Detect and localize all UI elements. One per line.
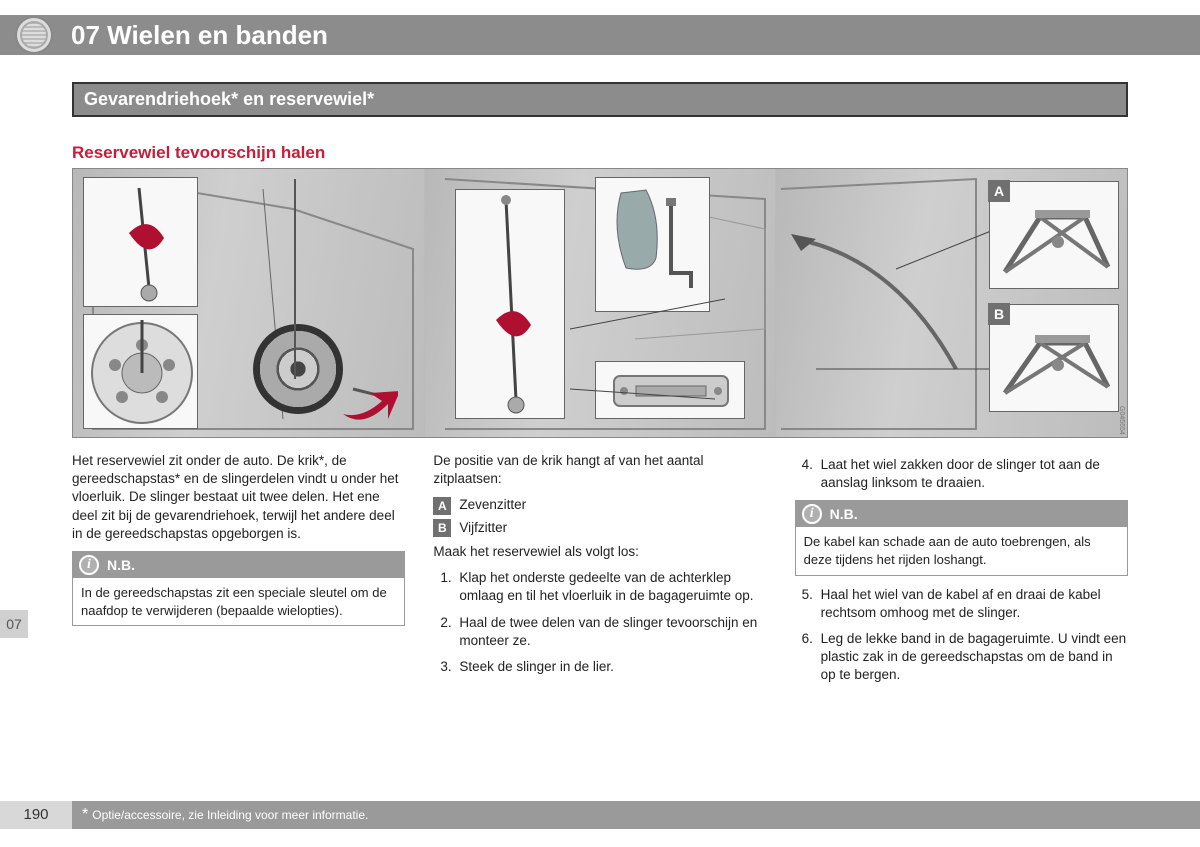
illustration-ref: G045654 xyxy=(1118,406,1125,435)
inset-crank-long xyxy=(455,189,565,419)
crank-icon xyxy=(84,178,199,308)
legend-text-a: Zevenzitter xyxy=(459,496,526,514)
step-1: Klap het onderste gedeelte van de achter… xyxy=(455,569,766,605)
section-title-bar: Gevarendriehoek* en reservewiel* xyxy=(72,82,1128,117)
chapter-header: 07 Wielen en banden xyxy=(0,15,1200,55)
label-b-badge: B xyxy=(988,303,1010,325)
crank-long-icon xyxy=(456,190,566,420)
info-icon: i xyxy=(802,504,822,524)
legend-row-a: A Zevenzitter xyxy=(433,496,766,514)
body-columns: Het reservewiel zit onder de auto. De kr… xyxy=(72,452,1128,693)
illustration-area: A B G045654 xyxy=(72,168,1128,438)
page-number: 190 xyxy=(0,801,72,829)
label-a-badge: A xyxy=(988,180,1010,202)
steps-list-3: Haal het wiel van de kabel af en draai d… xyxy=(795,586,1128,685)
inset-jack-b: B xyxy=(989,304,1119,412)
note-title-1: N.B. xyxy=(107,556,135,575)
chapter-tab: 07 xyxy=(0,610,28,638)
footnote-text: Optie/accessoire, zie Inleiding voor mee… xyxy=(92,808,368,822)
note-title-2: N.B. xyxy=(830,505,858,524)
callout-lines-icon xyxy=(565,269,765,419)
illustration-panel-1 xyxy=(73,169,425,437)
step-3: Steek de slinger in de lier. xyxy=(455,658,766,676)
spare-wheel-icon xyxy=(253,324,343,414)
cable-line-icon xyxy=(293,179,297,379)
note-body-2: De kabel kan schade aan de auto toebreng… xyxy=(796,527,1127,574)
illustration-panel-2 xyxy=(425,169,777,437)
red-arrow-icon xyxy=(338,374,398,429)
steps-list-2: Laat het wiel zakken door de slinger tot… xyxy=(795,456,1128,492)
hub-icon xyxy=(84,315,199,430)
legend-row-b: B Vijfzitter xyxy=(433,519,766,537)
footnote-asterisk: * xyxy=(82,806,88,824)
inset-jack-a: A xyxy=(989,181,1119,289)
footer: 190 * Optie/accessoire, zie Inleiding vo… xyxy=(0,801,1200,829)
illustration-panel-3: A B G045654 xyxy=(776,169,1127,437)
note-box-1: i N.B. In de gereedschapstas zit een spe… xyxy=(72,551,405,626)
note-header-2: i N.B. xyxy=(796,501,1127,527)
note-box-2: i N.B. De kabel kan schade aan de auto t… xyxy=(795,500,1128,575)
step-6: Leg de lekke band in de bagageruimte. U … xyxy=(817,630,1128,685)
tire-icon xyxy=(15,16,53,54)
section-title: Gevarendriehoek* en reservewiel* xyxy=(84,89,374,109)
info-icon: i xyxy=(79,555,99,575)
col2-steps-intro: Maak het reservewiel als volgt los: xyxy=(433,543,766,561)
legend-text-b: Vijfzitter xyxy=(459,519,507,537)
footnote-strip: * Optie/accessoire, zie Inleiding voor m… xyxy=(72,801,1200,829)
inset-crank xyxy=(83,177,198,307)
subsection-heading: Reservewiel tevoorschijn halen xyxy=(72,143,325,163)
step-4: Laat het wiel zakken door de slinger tot… xyxy=(817,456,1128,492)
inset-hub xyxy=(83,314,198,429)
note-body-1: In de gereedschapstas zit een speciale s… xyxy=(73,578,404,625)
steps-list-1: Klap het onderste gedeelte van de achter… xyxy=(433,569,766,676)
note-header-1: i N.B. xyxy=(73,552,404,578)
column-3: Laat het wiel zakken door de slinger tot… xyxy=(795,452,1128,693)
step-2: Haal de twee delen van de slinger tevoor… xyxy=(455,614,766,650)
legend-badge-b: B xyxy=(433,519,451,537)
col2-intro: De positie van de krik hangt af van het … xyxy=(433,452,766,488)
legend-badge-a: A xyxy=(433,497,451,515)
col1-paragraph: Het reservewiel zit onder de auto. De kr… xyxy=(72,452,405,543)
column-2: De positie van de krik hangt af van het … xyxy=(433,452,766,693)
page: 07 Wielen en banden Gevarendriehoek* en … xyxy=(0,0,1200,847)
step-5: Haal het wiel van de kabel af en draai d… xyxy=(817,586,1128,622)
column-1: Het reservewiel zit onder de auto. De kr… xyxy=(72,452,405,693)
chapter-title: 07 Wielen en banden xyxy=(71,20,328,51)
